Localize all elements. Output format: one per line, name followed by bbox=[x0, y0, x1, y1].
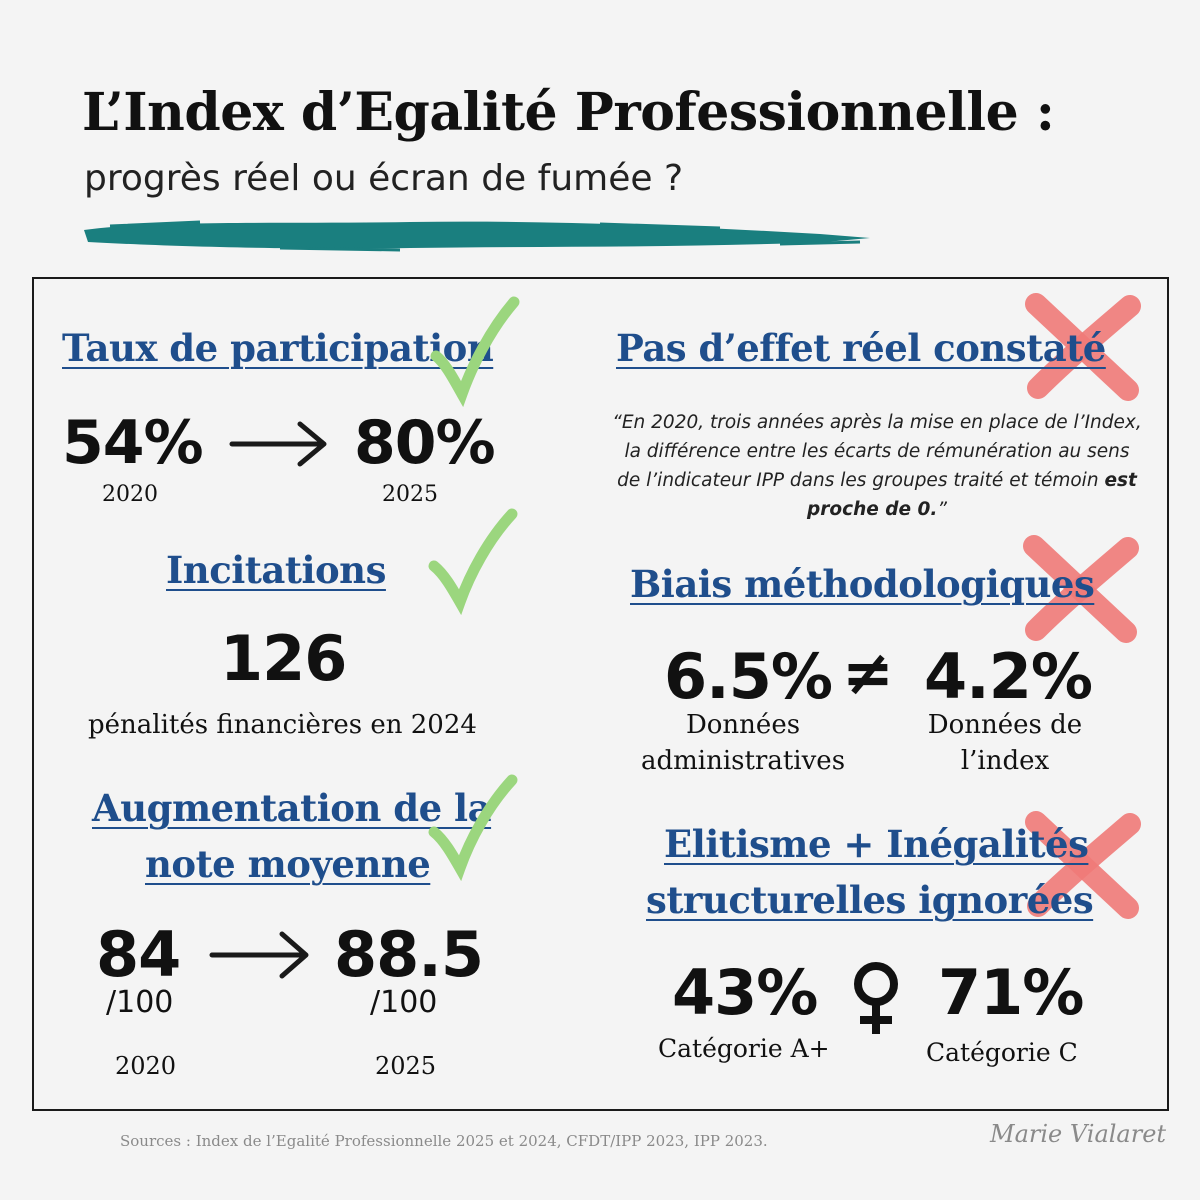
biais-heading: Biais méthodologiques bbox=[630, 562, 1095, 606]
biais-left-label-line2: administratives bbox=[640, 746, 846, 776]
note-heading-line1: Augmentation de la bbox=[92, 786, 492, 830]
note-heading-line2: note moyenne bbox=[145, 842, 431, 886]
effet-quote: “En 2020, trois années après la mise en … bbox=[612, 408, 1142, 524]
cross-icon bbox=[1025, 811, 1141, 919]
participation-from-value: 54% bbox=[62, 408, 204, 478]
arrow-right-icon bbox=[229, 421, 327, 467]
not-equal-symbol: ≠ bbox=[842, 636, 894, 709]
cross-icon bbox=[1025, 293, 1141, 401]
effet-quote-emphasis: est proche de 0. bbox=[807, 470, 1137, 520]
note-to-unit: /100 bbox=[370, 985, 438, 1020]
elitisme-left-value: 43% bbox=[672, 956, 818, 1029]
female-symbol-icon bbox=[854, 962, 898, 1034]
note-to-value: 88.5 bbox=[334, 918, 484, 991]
incitations-caption: pénalités financières en 2024 bbox=[88, 710, 477, 740]
biais-right-value: 4.2% bbox=[924, 640, 1093, 713]
check-icon bbox=[428, 774, 518, 882]
note-to-year: 2025 bbox=[375, 1052, 437, 1080]
participation-heading: Taux de participation bbox=[62, 326, 494, 370]
elitisme-left-label: Catégorie A+ bbox=[658, 1034, 830, 1063]
check-icon bbox=[428, 508, 518, 616]
participation-to-year: 2025 bbox=[382, 482, 438, 507]
page-title: L’Index d’Egalité Professionnelle : bbox=[82, 82, 1055, 143]
author-signature: Marie Vialaret bbox=[990, 1120, 1167, 1148]
elitisme-right-label: Catégorie C bbox=[926, 1038, 1078, 1067]
incitations-value: 126 bbox=[220, 622, 347, 695]
note-from-unit: /100 bbox=[106, 985, 174, 1020]
biais-right-label-line1: Données de bbox=[927, 710, 1083, 740]
participation-to-value: 80% bbox=[354, 408, 496, 478]
page-subtitle: progrès réel ou écran de fumée ? bbox=[84, 158, 684, 199]
brush-stroke-divider bbox=[84, 220, 870, 252]
elitisme-right-value: 71% bbox=[938, 956, 1084, 1029]
biais-left-label-line1: Données bbox=[685, 710, 801, 740]
biais-right-label-line2: l’index bbox=[960, 746, 1050, 776]
elitisme-heading-line2: structurelles ignorées bbox=[646, 878, 1094, 922]
participation-from-year: 2020 bbox=[102, 482, 158, 507]
biais-left-value: 6.5% bbox=[664, 640, 833, 713]
note-from-value: 84 bbox=[96, 918, 181, 991]
content-frame bbox=[32, 277, 1169, 1111]
elitisme-heading-line1: Elitisme + Inégalités bbox=[664, 822, 1089, 866]
incitations-heading: Incitations bbox=[166, 548, 386, 592]
cross-icon bbox=[1023, 535, 1139, 643]
note-from-year: 2020 bbox=[115, 1052, 177, 1080]
effet-heading: Pas d’effet réel constaté bbox=[616, 326, 1106, 370]
effet-quote-text: “En 2020, trois années après la mise en … bbox=[612, 412, 1142, 491]
sources-note: Sources : Index de l’Egalité Professionn… bbox=[120, 1132, 768, 1150]
check-icon bbox=[430, 296, 520, 408]
arrow-right-icon bbox=[209, 931, 309, 979]
effet-quote-end: ” bbox=[937, 499, 947, 520]
